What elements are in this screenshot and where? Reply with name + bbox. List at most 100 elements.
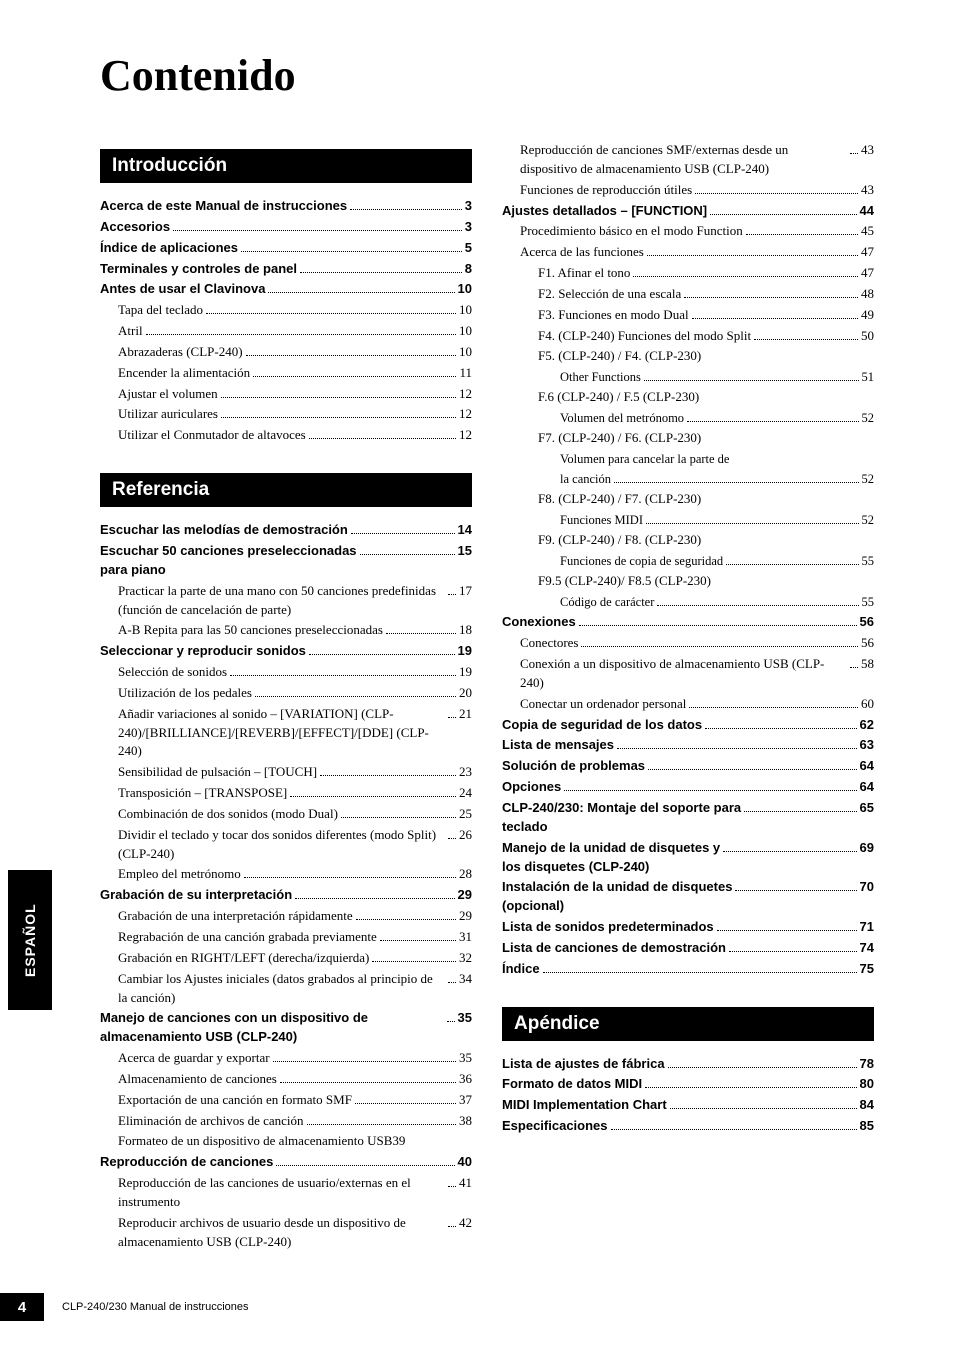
toc-entry: Cambiar los Ajustes iniciales (datos gra… xyxy=(100,970,472,1008)
toc-entry: Grabación de una interpretación rápidame… xyxy=(100,907,472,926)
toc-entry: Grabación de su interpretación29 xyxy=(100,886,472,905)
toc-leader xyxy=(309,438,456,439)
toc-label: Funciones de copia de seguridad xyxy=(560,552,723,570)
toc-entry: Terminales y controles de panel8 xyxy=(100,260,472,279)
toc-leader xyxy=(543,972,857,973)
toc-page: 63 xyxy=(860,736,874,755)
toc-leader xyxy=(372,961,456,962)
toc-leader xyxy=(850,667,858,668)
toc-page: 78 xyxy=(860,1055,874,1074)
page: Contenido IntroducciónAcerca de este Man… xyxy=(0,0,954,1351)
toc-page: 19 xyxy=(458,642,472,661)
toc-page: 10 xyxy=(458,280,472,299)
toc-page: 62 xyxy=(860,716,874,735)
toc-label: Funciones MIDI xyxy=(560,511,643,529)
toc-page: 35 xyxy=(458,1009,472,1028)
toc-page: 64 xyxy=(860,778,874,797)
toc-label: F4. (CLP-240) Funciones del modo Split xyxy=(538,327,751,346)
toc-leader xyxy=(355,1103,456,1104)
toc-label: Antes de usar el Clavinova xyxy=(100,280,265,299)
toc-entry: F4. (CLP-240) Funciones del modo Split50 xyxy=(502,327,874,346)
toc-leader xyxy=(754,339,858,340)
toc-page: 80 xyxy=(860,1075,874,1094)
toc-entry: Utilizar auriculares12 xyxy=(100,405,472,424)
toc-label: Conectores xyxy=(520,634,578,653)
toc-leader xyxy=(448,717,456,718)
toc-leader xyxy=(253,376,456,377)
toc-entry: F9. (CLP-240) / F8. (CLP-230) xyxy=(502,531,874,550)
toc-entry: Utilizar el Conmutador de altavoces12 xyxy=(100,426,472,445)
toc-entry: Especificaciones85 xyxy=(502,1117,874,1136)
toc-entry: Funciones de copia de seguridad55 xyxy=(502,552,874,570)
toc-page: 3 xyxy=(465,197,472,216)
toc-leader xyxy=(744,811,856,812)
toc-leader xyxy=(648,769,857,770)
toc-page: 85 xyxy=(860,1117,874,1136)
toc-label: F2. Selección de una escala xyxy=(538,285,681,304)
toc-entry: Encender la alimentación11 xyxy=(100,364,472,383)
toc-leader xyxy=(581,646,858,647)
toc-label: Empleo del metrónomo xyxy=(118,865,241,884)
toc-leader xyxy=(687,421,858,422)
toc-page: 32 xyxy=(459,949,472,968)
toc-leader xyxy=(307,1124,456,1125)
toc-entry: Exportación de una canción en formato SM… xyxy=(100,1091,472,1110)
toc-leader xyxy=(657,605,858,606)
toc-entry: Other Functions51 xyxy=(502,368,874,386)
toc-entry: Escuchar 50 canciones preseleccionadas p… xyxy=(100,542,472,580)
toc-leader xyxy=(351,533,455,534)
toc-page: 52 xyxy=(862,409,875,427)
toc-leader xyxy=(684,297,858,298)
toc-leader xyxy=(670,1108,857,1109)
toc-label: Other Functions xyxy=(560,368,641,386)
toc-label: Eliminación de archivos de canción xyxy=(118,1112,304,1131)
toc-label: Manejo de la unidad de disquetes y los d… xyxy=(502,839,720,877)
toc-entry: Instalación de la unidad de disquetes (o… xyxy=(502,878,874,916)
toc-leader xyxy=(350,209,462,210)
toc-page: 38 xyxy=(459,1112,472,1131)
toc-entry: F8. (CLP-240) / F7. (CLP-230) xyxy=(502,490,874,509)
toc-leader xyxy=(668,1067,857,1068)
toc-leader xyxy=(448,1186,456,1187)
toc-entry: Formato de datos MIDI80 xyxy=(502,1075,874,1094)
toc-leader xyxy=(320,775,456,776)
toc-page: 20 xyxy=(459,684,472,703)
toc-label: Copia de seguridad de los datos xyxy=(502,716,702,735)
toc-page: 74 xyxy=(860,939,874,958)
toc-entry: Lista de ajustes de fábrica 78 xyxy=(502,1055,874,1074)
toc-page: 55 xyxy=(862,593,875,611)
toc-label: Índice de aplicaciones xyxy=(100,239,238,258)
toc-entry: F3. Funciones en modo Dual49 xyxy=(502,306,874,325)
toc-entry: Ajustar el volumen12 xyxy=(100,385,472,404)
toc-page: 48 xyxy=(861,285,874,304)
toc-leader xyxy=(646,523,859,524)
toc-entry: Reproducir archivos de usuario desde un … xyxy=(100,1214,472,1252)
toc-label: F5. (CLP-240) / F4. (CLP-230) xyxy=(538,347,701,366)
page-footer: 4 CLP-240/230 Manual de instrucciones xyxy=(0,1293,249,1321)
toc-label: Lista de mensajes xyxy=(502,736,614,755)
toc-entry: Procedimiento básico en el modo Function… xyxy=(502,222,874,241)
toc-entry: Opciones64 xyxy=(502,778,874,797)
left-column: IntroducciónAcerca de este Manual de ins… xyxy=(100,141,472,1272)
toc-leader xyxy=(735,890,856,891)
toc-entry: Funciones de reproducción útiles43 xyxy=(502,181,874,200)
toc-entry: CLP-240/230: Montaje del soporte para te… xyxy=(502,799,874,837)
toc-page: 12 xyxy=(459,426,472,445)
toc-leader xyxy=(710,214,856,215)
toc-label: Lista de ajustes de fábrica xyxy=(502,1055,665,1074)
toc-entry: Índice de aplicaciones5 xyxy=(100,239,472,258)
toc-label: F8. (CLP-240) / F7. (CLP-230) xyxy=(538,490,701,509)
toc-entry: Grabación en RIGHT/LEFT (derecha/izquier… xyxy=(100,949,472,968)
toc-leader xyxy=(244,877,456,878)
toc-label: Selección de sonidos xyxy=(118,663,227,682)
toc-entry: Conectar un ordenador personal60 xyxy=(502,695,874,714)
toc-leader xyxy=(295,898,454,899)
toc-entry: Dividir el teclado y tocar dos sonidos d… xyxy=(100,826,472,864)
toc-entry: Regrabación de una canción grabada previ… xyxy=(100,928,472,947)
toc-page: 23 xyxy=(459,763,472,782)
toc-page: 36 xyxy=(459,1070,472,1089)
toc-label: Escuchar las melodías de demostración xyxy=(100,521,348,540)
toc-page: 3 xyxy=(465,218,472,237)
toc-page: 17 xyxy=(459,582,472,601)
toc-leader xyxy=(611,1129,857,1130)
